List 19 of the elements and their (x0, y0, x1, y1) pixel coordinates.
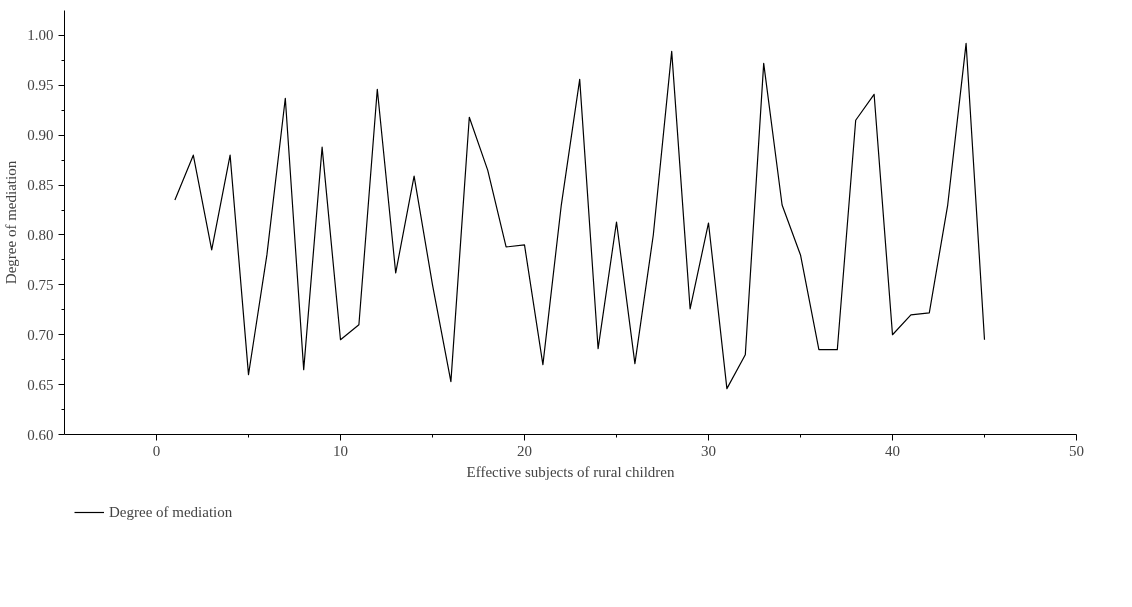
line-series (174, 42, 986, 390)
x-tick-label: 0 (152, 442, 161, 459)
y-tick-label: 0.90 (27, 127, 54, 144)
y-tick-label: 1.00 (27, 27, 54, 44)
x-tick-label: 50 (1069, 442, 1084, 459)
y-axis-title: Degree of mediation (3, 160, 20, 285)
x-tick-label: 40 (885, 442, 900, 459)
y-tick-label: 0.95 (27, 77, 54, 94)
x-tick-label: 30 (701, 442, 716, 459)
y-tick-label: 0.65 (27, 376, 54, 393)
x-axis-title: Effective subjects of rural children (466, 463, 675, 480)
y-tick-label: 0.85 (27, 177, 54, 194)
legend-label: Degree of mediation (109, 503, 233, 521)
x-tick-label: 20 (517, 442, 532, 459)
y-tick-label: 0.70 (27, 326, 54, 343)
y-tick-label: 0.60 (27, 426, 54, 443)
y-tick-label: 0.75 (27, 276, 54, 293)
x-tick-label: 10 (333, 442, 348, 459)
y-tick-label: 0.80 (27, 226, 54, 243)
